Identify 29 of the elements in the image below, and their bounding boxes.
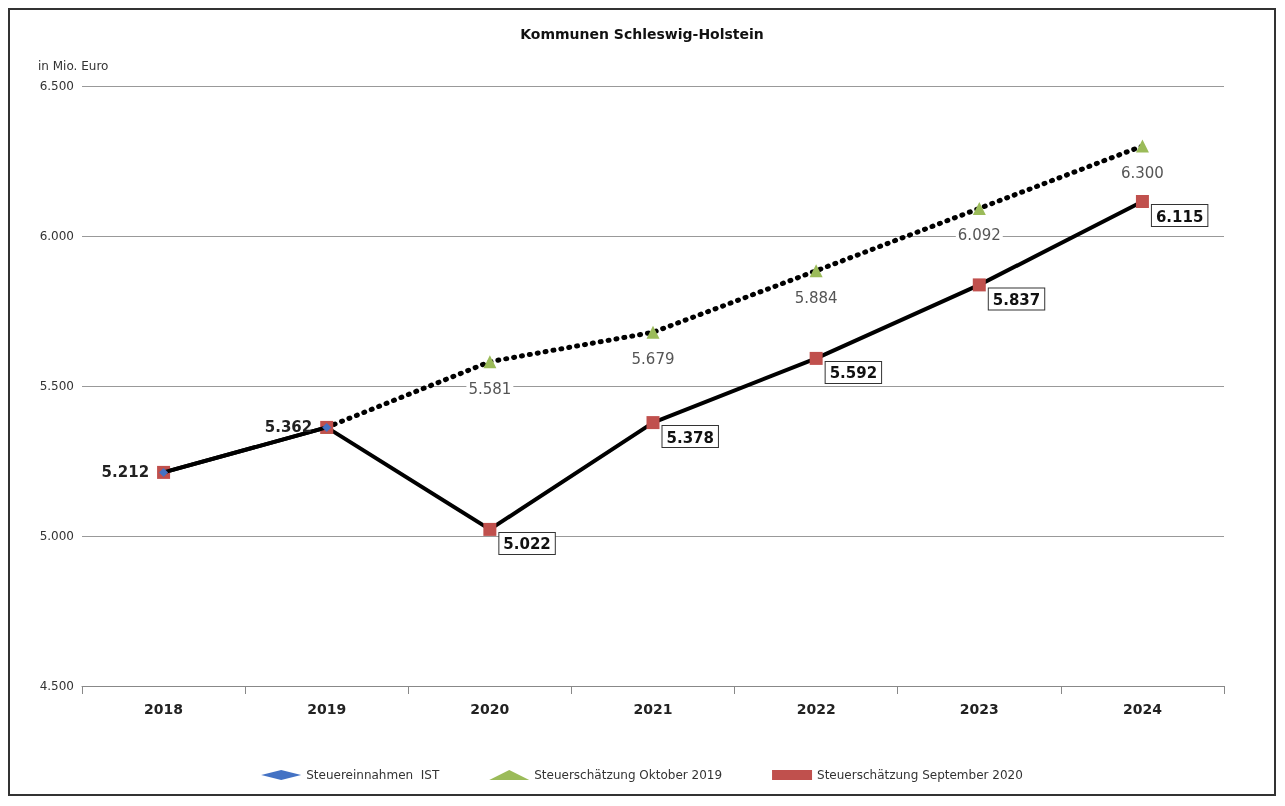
data-label: 6.115 — [1155, 207, 1204, 226]
y-tick-label: 5.500 — [39, 379, 74, 393]
x-tick-label: 2020 — [470, 701, 510, 717]
y-tick-label: 6.000 — [39, 229, 74, 243]
data-label: 5.592 — [829, 364, 878, 383]
x-tick-label: 2021 — [633, 701, 673, 717]
chart-title: Kommunen Schleswig-Holstein — [520, 26, 764, 42]
y-tick-label: 5.000 — [39, 529, 74, 543]
legend-label: Steuerschätzung September 2020 — [817, 768, 1023, 782]
data-label: 5.884 — [794, 288, 838, 307]
y-axis-title: in Mio. Euro — [38, 59, 109, 73]
data-label: 5.212 — [101, 463, 150, 482]
data-label: 5.679 — [631, 350, 675, 369]
x-tick-label: 2019 — [307, 701, 347, 717]
x-tick-label: 2024 — [1122, 701, 1163, 717]
y-tick-label: 4.500 — [39, 679, 74, 693]
data-label: 5.378 — [666, 428, 714, 447]
data-label: 5.581 — [468, 379, 512, 398]
data-label: 5.022 — [503, 535, 551, 554]
data-label: 6.092 — [957, 226, 1001, 245]
legend-label: Steuerschätzung Oktober 2019 — [534, 768, 723, 782]
data-label: 5.362 — [264, 418, 313, 437]
data-label: 6.300 — [1120, 164, 1164, 182]
legend-label: Steuereinnahmen IST — [306, 768, 440, 782]
y-tick-label: 6.500 — [39, 79, 74, 93]
x-tick-label: 2022 — [796, 701, 836, 717]
x-tick-label: 2018 — [144, 701, 184, 717]
x-tick-label: 2023 — [959, 701, 999, 717]
data-label: 5.837 — [992, 290, 1041, 309]
